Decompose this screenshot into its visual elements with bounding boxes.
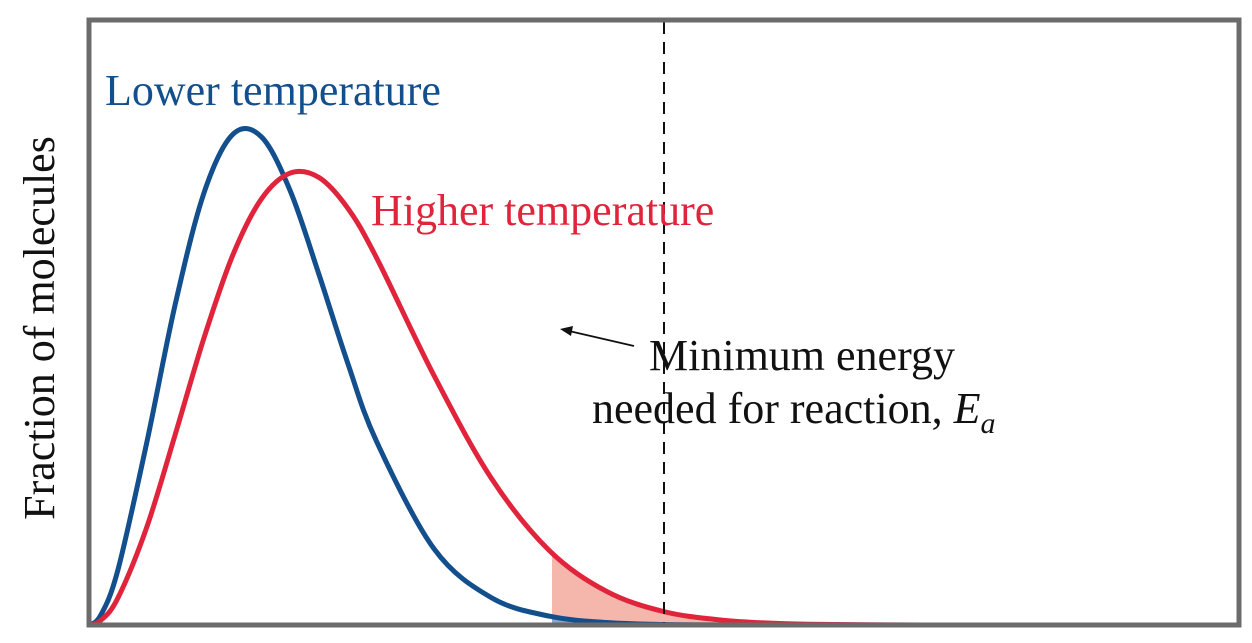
lower-temperature-curve [89,126,1239,625]
activation-energy-subscript: a [980,407,995,440]
higher-temperature-label: Higher temperature [371,186,714,235]
activation-energy-arrowhead [560,326,573,336]
activation-energy-label-line1: Minimum energy [649,331,955,380]
plot-frame [86,17,1242,628]
activation-energy-label-text: needed for reaction, [592,384,954,433]
lower-temperature-label: Lower temperature [105,66,441,115]
activation-energy-symbol: E [953,384,981,433]
activation-energy-arrow [568,330,635,347]
activation-energy-label-line2: needed for reaction, Ea [592,384,995,440]
higher-temperature-tail-area [552,553,1239,625]
y-axis-label: Fraction of molecules [15,136,64,520]
